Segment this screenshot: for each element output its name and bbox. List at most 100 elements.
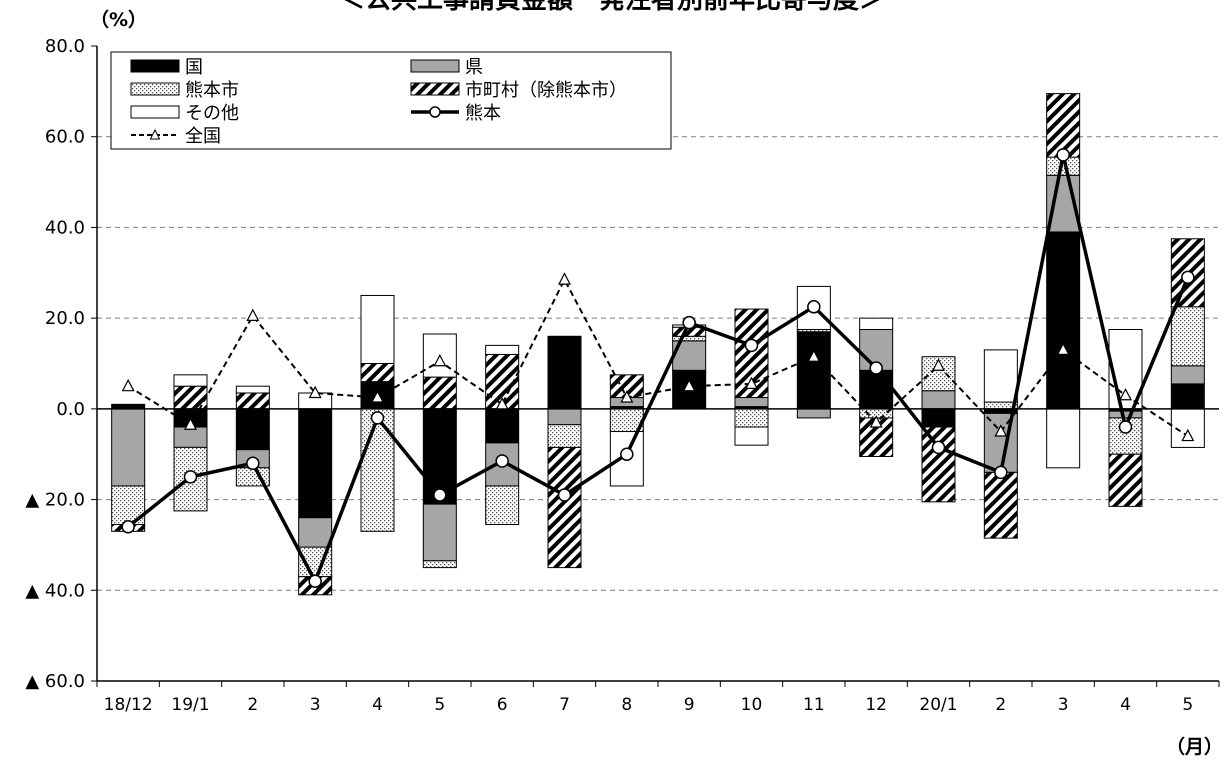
axes: 80.0 60.0 40.0 20.0 0.0 ▲ 20.0 ▲ 40.0 ▲ 60.0 18/… — [25, 36, 1220, 715]
y-tick-label: ▲ 40.0 — [25, 580, 85, 601]
x-tick-label: 9 — [684, 695, 695, 715]
zenkoku-point — [371, 390, 384, 403]
bar-segment — [485, 408, 520, 444]
kumamoto-point — [1181, 270, 1195, 285]
bar-segment — [734, 426, 769, 446]
x-tick-label: 5 — [1182, 695, 1193, 715]
x-tick-label: 6 — [497, 695, 508, 715]
bar-segment — [360, 408, 395, 532]
zenkoku-point — [1119, 387, 1132, 401]
bar-segment — [734, 397, 769, 408]
kumamoto-point — [744, 338, 759, 353]
y-tick-label: 20.0 — [45, 308, 85, 329]
legend-label: 国 — [185, 57, 203, 78]
legend-swatch — [130, 105, 180, 119]
x-tick-label: 19/1 — [171, 695, 209, 715]
legend-marker — [149, 128, 161, 140]
legend-swatch — [410, 82, 460, 96]
bar-segment — [298, 517, 333, 548]
zenkoku-point — [308, 385, 322, 399]
zenkoku-point — [807, 349, 821, 362]
legend-swatch — [410, 59, 460, 73]
bar-segment — [796, 331, 831, 410]
x-tick-label: 2 — [247, 695, 258, 715]
bar-segment — [422, 560, 457, 569]
x-axis-unit: （月） — [1166, 735, 1223, 758]
zenkoku-point — [620, 390, 634, 403]
bar-segment — [983, 471, 1018, 539]
bar-segment — [173, 426, 208, 448]
bar-segment — [921, 390, 956, 410]
bar-segment — [1170, 306, 1205, 367]
legend-label: その他 — [185, 103, 239, 124]
bar-segment — [235, 408, 270, 451]
zenkoku-point — [745, 376, 758, 390]
bar-segment — [360, 363, 395, 383]
bar-segment — [921, 408, 956, 428]
bar-segment — [859, 317, 894, 330]
bar-segment — [485, 344, 520, 355]
x-tick-label: 20/1 — [919, 695, 957, 715]
bar-segment — [1046, 231, 1081, 410]
bar-segment — [485, 485, 520, 526]
bar-segment — [1108, 410, 1143, 419]
kumamoto-point — [620, 447, 634, 461]
zenkoku-point — [558, 272, 571, 285]
x-tick-label: 3 — [310, 695, 321, 715]
bar-segment — [734, 408, 769, 428]
zenkoku-point — [1056, 342, 1070, 355]
legend-label: 熊本 — [465, 103, 501, 124]
kumamoto-point — [121, 520, 135, 534]
kumamoto-point — [246, 456, 260, 471]
bar-segment — [422, 376, 457, 410]
kumamoto-point — [433, 488, 447, 502]
legend-swatch — [130, 59, 180, 73]
y-tick-label: ▲ 60.0 — [25, 671, 85, 692]
legend-marker — [429, 106, 441, 118]
kumamoto-point — [1056, 148, 1070, 162]
bar-segment — [547, 408, 582, 426]
bar-segment — [360, 294, 395, 365]
zenkoku-point — [184, 417, 197, 430]
bar-segment — [859, 369, 894, 410]
x-tick-label: 4 — [372, 695, 383, 715]
legend-label: 市町村（除熊本市） — [465, 80, 627, 101]
kumamoto-point — [1118, 420, 1133, 434]
zenkoku-point — [495, 397, 509, 410]
bar-segment — [1170, 383, 1205, 410]
kumamoto-point — [183, 470, 198, 484]
bar-segment — [235, 392, 270, 410]
bar-segment — [235, 385, 270, 394]
x-tick-label: 5 — [434, 695, 445, 715]
zenkoku-point — [994, 424, 1008, 437]
bar-segment — [111, 408, 146, 487]
bar-segment — [547, 335, 582, 410]
kumamoto-point — [557, 488, 572, 502]
kumamoto-point — [682, 315, 696, 330]
legend-box — [110, 51, 672, 150]
kumamoto-point — [370, 411, 385, 425]
x-tick-label: 10 — [741, 695, 763, 715]
bar-segment — [672, 335, 707, 342]
zenkoku-point — [869, 415, 883, 428]
bar-segment — [796, 408, 831, 419]
kumamoto-point — [807, 300, 821, 314]
x-tick-label: 18/12 — [104, 695, 153, 715]
x-tick-label: 8 — [621, 695, 632, 715]
y-tick-label: 40.0 — [45, 217, 85, 238]
legend-label: 県 — [465, 57, 483, 78]
lines — [121, 148, 1195, 588]
x-tick-label: 11 — [803, 695, 825, 715]
bar-segment — [173, 374, 208, 387]
y-tick-label: 80.0 — [45, 36, 85, 57]
bar-segment — [983, 349, 1018, 403]
kumamoto-point — [495, 454, 509, 468]
chart-title: ＜公共工事請負金額 発注者別前年比寄与度＞ — [339, 0, 885, 15]
zenkoku-point — [121, 378, 135, 392]
zenkoku-line — [127, 277, 1189, 437]
bar-segment — [547, 424, 582, 448]
y-tick-label: 60.0 — [45, 127, 85, 148]
bar-segment — [921, 426, 956, 503]
